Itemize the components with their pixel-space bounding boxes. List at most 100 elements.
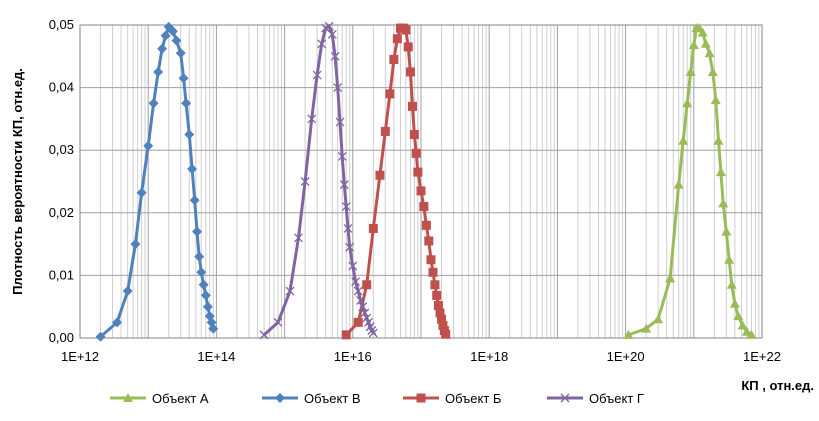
marker-stroke — [358, 302, 368, 312]
data-point — [333, 83, 343, 93]
data-point — [294, 233, 303, 243]
data-point — [187, 163, 198, 174]
data-point — [426, 255, 436, 265]
data-point — [368, 328, 378, 338]
legend-marker — [123, 393, 133, 402]
marker-stroke — [327, 29, 337, 39]
data-point — [312, 70, 322, 80]
legend-label: Объект Г — [589, 391, 644, 406]
data-point — [623, 329, 634, 339]
data-point — [688, 40, 699, 50]
x-tick-label: 1E+12 — [61, 349, 99, 364]
data-point — [407, 101, 417, 111]
data-point — [437, 314, 447, 324]
data-point — [324, 21, 334, 31]
data-point — [389, 54, 399, 64]
legend-item: Объект В — [262, 391, 361, 406]
data-point — [737, 320, 748, 330]
data-point — [673, 179, 684, 189]
marker-stroke — [312, 70, 322, 80]
data-point — [428, 267, 438, 277]
legend-label: Объект В — [304, 391, 361, 406]
legend-label: Объект Б — [445, 391, 501, 406]
data-point — [184, 129, 195, 140]
data-point — [330, 51, 340, 61]
marker-stroke — [273, 317, 283, 327]
data-point — [726, 279, 737, 289]
data-point — [335, 117, 345, 127]
y-tick-label: 0,05 — [49, 17, 74, 32]
data-point — [368, 223, 378, 233]
data-point — [685, 66, 696, 76]
marker-stroke — [285, 286, 295, 296]
data-point — [143, 140, 154, 151]
series-4 — [259, 21, 378, 340]
data-point — [700, 38, 711, 48]
data-point — [194, 251, 205, 262]
y-tick-label: 0,02 — [49, 205, 74, 220]
series-3 — [341, 23, 451, 340]
series-line — [263, 24, 375, 337]
data-point — [413, 167, 423, 177]
series-line — [99, 25, 215, 338]
legend-item: Объект Б — [403, 391, 501, 406]
data-point — [202, 301, 213, 312]
data-point — [327, 29, 337, 39]
marker-stroke — [307, 114, 317, 124]
data-point — [746, 329, 757, 339]
data-point — [360, 308, 370, 318]
data-point — [148, 98, 159, 109]
marker-stroke — [259, 330, 269, 340]
data-point — [345, 242, 355, 252]
y-tick-label: 0,01 — [49, 267, 74, 282]
data-point — [441, 329, 451, 339]
legend-marker — [560, 393, 570, 403]
legend: Объект А Объект В Объект Б Объект Г — [110, 391, 644, 406]
data-point — [130, 239, 141, 250]
data-point — [178, 73, 189, 84]
data-point — [171, 35, 182, 46]
data-point — [337, 152, 347, 161]
data-point — [713, 135, 724, 145]
marker-stroke — [324, 21, 334, 31]
data-point — [356, 295, 366, 305]
x-tick-label: 1E+20 — [607, 349, 645, 364]
data-point — [729, 298, 740, 308]
data-point — [175, 48, 186, 59]
data-point — [341, 202, 351, 211]
y-tick-label: 0,03 — [49, 142, 74, 157]
legend-marker — [275, 393, 285, 403]
data-point — [112, 317, 123, 328]
series — [95, 21, 757, 342]
marker-stroke — [335, 117, 345, 127]
x-tick-labels: 1E+12 1E+14 1E+16 1E+18 1E+20 1E+22 — [61, 349, 781, 364]
data-point — [285, 286, 295, 296]
data-point — [641, 323, 652, 333]
data-point — [697, 27, 708, 37]
data-point — [353, 317, 363, 327]
y-tick-label: 0,04 — [49, 80, 74, 95]
data-point — [95, 331, 106, 342]
data-point — [192, 226, 203, 237]
data-point — [339, 180, 349, 190]
data-point — [367, 326, 377, 335]
y-axis-title: Плотность вероятности КП, отн.ед. — [10, 68, 25, 295]
data-point — [741, 326, 752, 336]
marker-stroke — [345, 242, 355, 252]
data-point — [181, 98, 192, 109]
marker-stroke — [341, 202, 351, 211]
data-point — [375, 170, 385, 180]
data-point — [419, 202, 429, 212]
data-point — [678, 135, 689, 145]
marker-stroke — [337, 152, 347, 161]
marker-stroke — [353, 286, 363, 296]
data-point — [411, 148, 421, 158]
data-point — [718, 198, 729, 208]
data-point — [665, 273, 676, 283]
series-1 — [623, 23, 757, 339]
data-point — [405, 67, 415, 77]
data-point — [401, 25, 411, 35]
data-point — [682, 98, 693, 108]
marker-stroke — [294, 233, 303, 243]
data-point — [704, 48, 715, 58]
